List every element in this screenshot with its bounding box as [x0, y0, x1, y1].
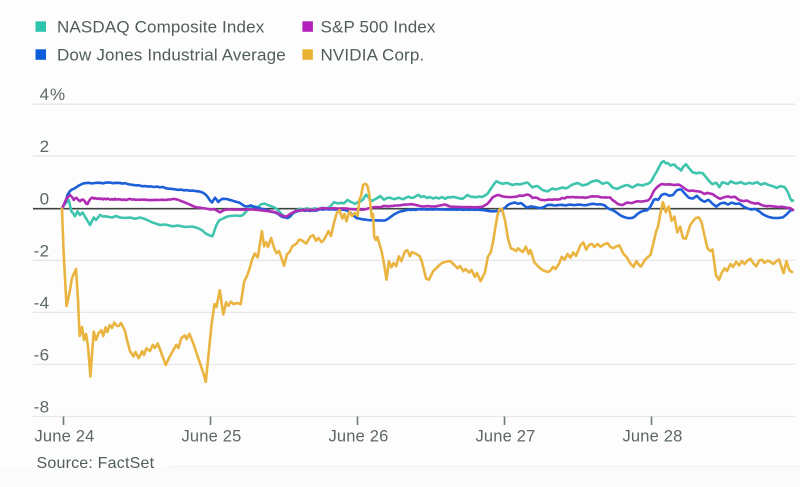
svg-text:NASDAQ Composite Index: NASDAQ Composite Index	[57, 18, 265, 37]
svg-text:S&P 500 Index: S&P 500 Index	[321, 18, 436, 37]
svg-text:-6: -6	[34, 345, 50, 364]
svg-text:June 26: June 26	[328, 428, 388, 446]
svg-text:-2: -2	[34, 241, 50, 260]
svg-text:June 27: June 27	[475, 428, 535, 446]
svg-text:0: 0	[40, 189, 50, 208]
svg-text:-4: -4	[34, 293, 50, 312]
svg-text:June 28: June 28	[622, 428, 682, 446]
svg-text:-8: -8	[34, 398, 50, 417]
svg-text:%: %	[50, 85, 66, 104]
svg-text:Source: FactSet: Source: FactSet	[37, 455, 155, 472]
svg-text:NVIDIA Corp.: NVIDIA Corp.	[321, 46, 425, 65]
svg-text:4: 4	[40, 85, 50, 104]
svg-text:2: 2	[40, 137, 50, 156]
svg-text:Dow Jones Industrial Average: Dow Jones Industrial Average	[57, 46, 286, 65]
svg-text:June 25: June 25	[181, 428, 241, 446]
svg-text:June 24: June 24	[34, 428, 94, 446]
